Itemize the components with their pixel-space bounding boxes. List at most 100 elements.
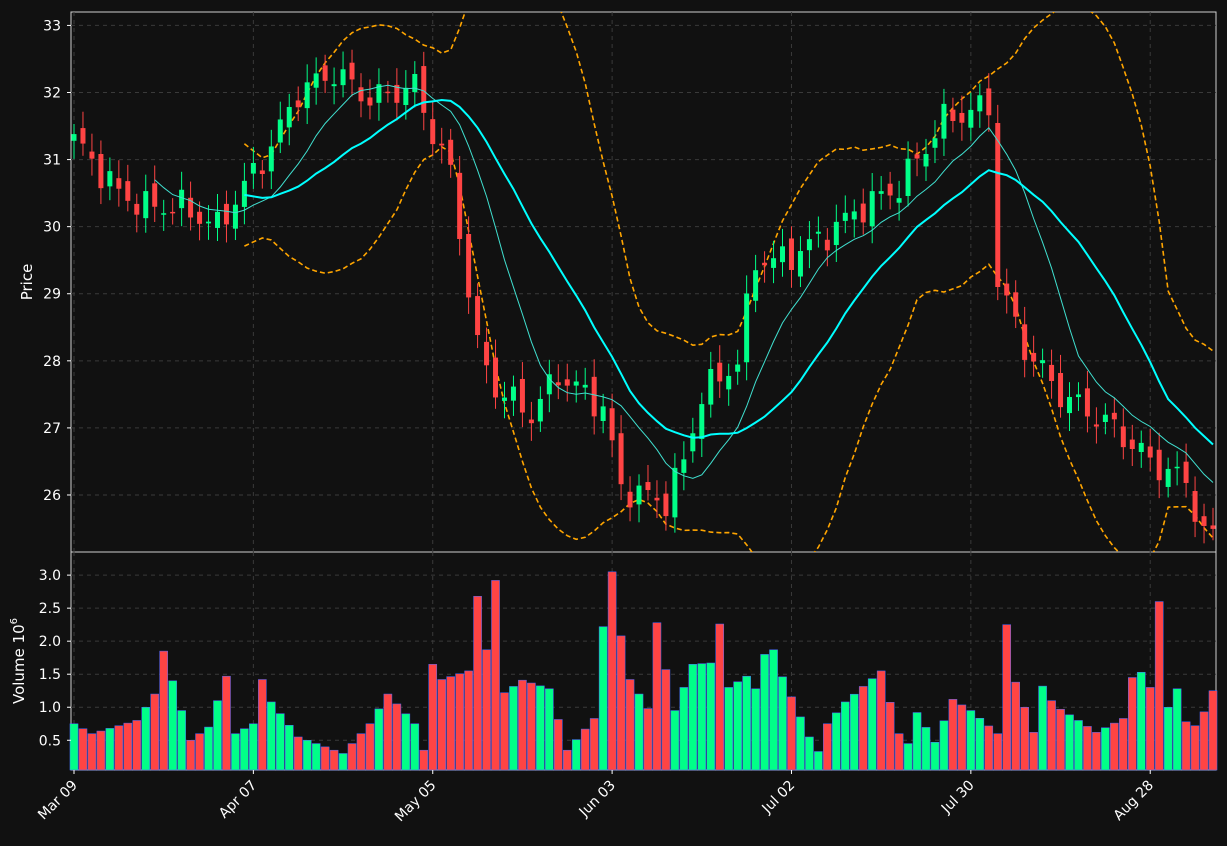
volume-bar [697, 663, 707, 771]
candle-body [277, 119, 283, 143]
volume-bar [876, 670, 886, 771]
volume-bar [1029, 732, 1038, 771]
volume-bar [455, 673, 464, 771]
candle-body [959, 112, 965, 123]
price-tick-label: 32 [43, 85, 61, 101]
candle-body [457, 172, 463, 239]
bollinger-bands [243, 12, 1214, 552]
volume-axis-label-exponent: 6 [9, 618, 20, 624]
volume-axis-label-base: 10 [10, 624, 28, 648]
candle-body [1031, 352, 1037, 362]
volume-bar [1119, 718, 1128, 771]
candle-body [448, 139, 454, 165]
price-tick-label: 26 [43, 488, 61, 504]
candle-body [896, 198, 902, 203]
volume-bar [311, 743, 321, 771]
volume-bar [1020, 706, 1029, 771]
candle-body [663, 493, 669, 517]
candle-body [905, 158, 911, 196]
candle-body [1138, 442, 1144, 453]
volume-bar [625, 679, 635, 771]
candle-body [367, 97, 373, 106]
candle-body [484, 341, 490, 366]
volume-bar [123, 722, 133, 771]
candle-body [806, 239, 812, 251]
candle-body [358, 87, 364, 102]
volume-bar [1011, 681, 1020, 771]
volume-bar [634, 693, 644, 771]
volume-bars [69, 571, 1218, 771]
candle-body [1084, 388, 1090, 417]
candle-body [528, 419, 534, 424]
volume-bar [293, 736, 303, 771]
candle-body [170, 211, 176, 214]
candle-body [797, 251, 803, 277]
volume-bar [885, 702, 895, 771]
candle-body [161, 213, 167, 215]
volume-bar [751, 688, 760, 771]
candle-body [197, 211, 203, 224]
volume-bar [616, 635, 626, 771]
candle-body [1102, 414, 1108, 422]
volume-bar [1065, 714, 1074, 771]
candle-body [143, 191, 149, 219]
volume-bar [1056, 708, 1065, 771]
volume-bar [509, 686, 518, 771]
candle-body [80, 128, 86, 144]
candle-body [851, 211, 857, 220]
volume-bar [1190, 725, 1200, 771]
candle-body [71, 134, 77, 141]
volume-bar [598, 626, 608, 771]
volume-tick-label: 1.5 [39, 667, 61, 683]
candle-body [627, 491, 633, 508]
candle-body [116, 178, 122, 189]
volume-bar [715, 623, 725, 771]
x-tick-label: Jul 02 [759, 778, 799, 818]
candle-body [439, 143, 445, 146]
volume-bar [1127, 677, 1137, 771]
volume-bar [258, 679, 267, 771]
candle-body [1192, 491, 1198, 522]
volume-bar [1208, 690, 1218, 771]
volume-bar [545, 688, 554, 771]
volume-bar [177, 710, 186, 771]
volume-bar [114, 725, 124, 771]
volume-bar [302, 740, 312, 771]
volume-bar [383, 693, 393, 771]
volume-bar [500, 692, 509, 771]
candle-body [1111, 412, 1117, 420]
candle-body [179, 189, 185, 209]
volume-bar [1074, 720, 1083, 771]
candle-body [501, 397, 507, 401]
candle-body [591, 376, 597, 417]
volume-bar [679, 687, 689, 771]
volume-bar [275, 713, 285, 771]
volume-bar [975, 718, 985, 771]
volume-bar [805, 736, 814, 771]
volume-bar [1154, 601, 1164, 771]
volume-bar [213, 700, 222, 771]
candle-body [690, 433, 696, 452]
x-tick-label: May 05 [392, 778, 440, 826]
candles-group [71, 49, 1216, 544]
volume-bar [222, 675, 231, 771]
volume-bar [724, 687, 733, 771]
volume-bar [652, 622, 662, 771]
candle-body [304, 82, 310, 109]
volume-bar [993, 733, 1003, 771]
volume-bar [1047, 700, 1056, 771]
volume-bar [849, 693, 859, 771]
volume-bar [661, 669, 671, 771]
candle-body [1075, 394, 1081, 398]
long-moving-average-line [244, 98, 1214, 446]
candle-body [842, 212, 848, 221]
candle-body [780, 246, 786, 263]
candle-body [555, 382, 561, 386]
candle-body [98, 154, 104, 189]
volume-bar [841, 701, 850, 771]
candle-body [313, 73, 319, 88]
candle-body [788, 238, 794, 270]
lower-band-line [244, 145, 1214, 552]
volume-bar [392, 703, 402, 771]
candle-body [950, 109, 956, 121]
